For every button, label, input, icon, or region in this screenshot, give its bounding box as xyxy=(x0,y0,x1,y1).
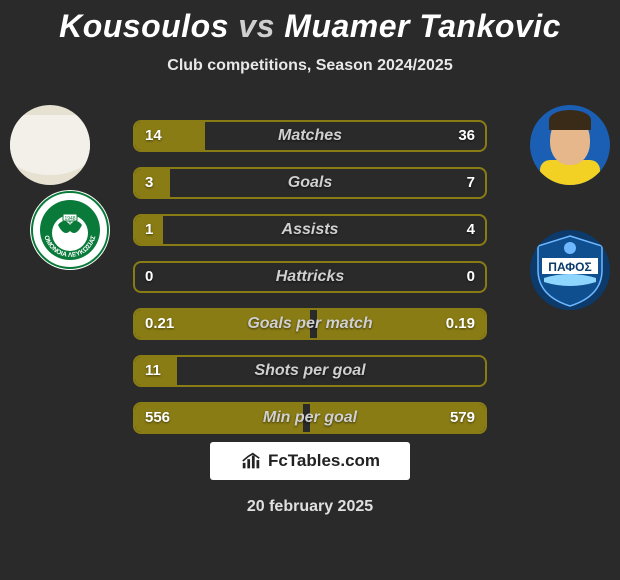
stat-row: 0.210.19Goals per match xyxy=(133,308,487,340)
page-title: Kousoulos vs Muamer Tankovic xyxy=(0,0,620,45)
player1-face-placeholder xyxy=(10,115,90,175)
player1-club-badge: ★ ★ ★ 1948 ΟΜΟΝΟΙΑ ΛΕΥΚΩΣΙΑΣ xyxy=(30,190,110,270)
stat-row: 37Goals xyxy=(133,167,487,199)
vs-text: vs xyxy=(238,8,275,44)
stat-row: 1436Matches xyxy=(133,120,487,152)
stat-label: Goals per match xyxy=(135,310,485,338)
stat-label: Matches xyxy=(135,122,485,150)
chart-icon xyxy=(240,450,262,472)
stat-label: Goals xyxy=(135,169,485,197)
subtitle: Club competitions, Season 2024/2025 xyxy=(0,57,620,75)
stat-row: 00Hattricks xyxy=(133,261,487,293)
player2-club-badge: ΠΑΦΟΣ xyxy=(530,230,610,310)
player1-name: Kousoulos xyxy=(59,8,229,44)
club2-text: ΠΑΦΟΣ xyxy=(548,260,591,274)
stat-row: 14Assists xyxy=(133,214,487,246)
stat-row: 11Shots per goal xyxy=(133,355,487,387)
stat-row: 556579Min per goal xyxy=(133,402,487,434)
player1-avatar xyxy=(10,105,90,185)
brand-text: FcTables.com xyxy=(268,451,380,471)
stat-label: Min per goal xyxy=(135,404,485,432)
stat-label: Hattricks xyxy=(135,263,485,291)
stat-label: Shots per goal xyxy=(135,357,485,385)
brand-badge[interactable]: FcTables.com xyxy=(210,442,410,480)
stats-panel: 1436Matches 37Goals 14Assists 00Hattricks 0.… xyxy=(133,120,487,449)
player2-avatar xyxy=(530,105,610,185)
stat-label: Assists xyxy=(135,216,485,244)
club-year: 1948 xyxy=(64,216,75,222)
player2-hair xyxy=(549,110,591,130)
svg-text:★ ★ ★: ★ ★ ★ xyxy=(60,203,80,210)
player2-name: Muamer Tankovic xyxy=(284,8,561,44)
date-text: 20 february 2025 xyxy=(0,498,620,516)
